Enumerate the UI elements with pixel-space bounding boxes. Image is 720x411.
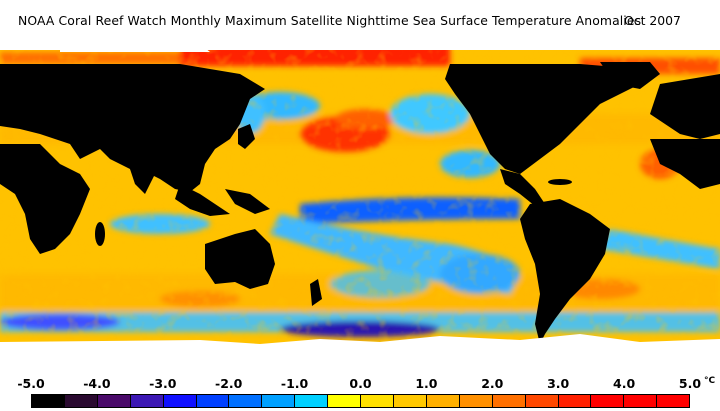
legend-color-swatch: [64, 395, 98, 407]
legend-color-swatch: [196, 395, 230, 407]
legend-tick-label: 2.0: [481, 376, 504, 391]
legend-color-swatch: [97, 395, 131, 407]
legend-color-swatch: [130, 395, 164, 407]
legend-color-swatch: [459, 395, 493, 407]
legend-tick-label: -3.0: [149, 376, 177, 391]
legend-tick-labels: -5.0 -4.0 -3.0 -2.0 -1.0 0.0 1.0 2.0 3.0 4.0 5.0 °C: [0, 376, 720, 394]
legend-color-swatch: [295, 395, 329, 407]
legend-color-swatch: [426, 395, 460, 407]
legend-tick-label: -5.0: [17, 376, 45, 391]
legend-tick-label: -1.0: [280, 376, 309, 391]
legend-tick-label: 0.0: [349, 376, 372, 391]
legend-color-swatch: [229, 395, 263, 407]
world-sst-map: [0, 44, 720, 374]
legend-color-swatch: [492, 395, 526, 407]
legend-color-swatch: [163, 395, 197, 407]
legend-unit-label: °C: [704, 376, 716, 386]
legend-color-swatch: [657, 395, 690, 407]
sea-ice: [0, 44, 720, 374]
legend-color-swatch: [393, 395, 427, 407]
legend-color-swatch: [591, 395, 625, 407]
legend-tick-label: -2.0: [215, 376, 243, 391]
legend-color-swatch: [361, 395, 394, 407]
legend-tick-label: -4.0: [83, 376, 111, 391]
legend-color-swatch: [32, 395, 65, 407]
legend-tick-label: 1.0: [415, 376, 438, 391]
legend-tick-label: 5.0: [678, 376, 702, 391]
legend-color-swatch: [525, 395, 559, 407]
legend-color-bar: [31, 394, 690, 408]
legend-color-swatch: [262, 395, 296, 407]
legend-tick-label: 4.0: [613, 376, 636, 391]
legend-color-swatch: [558, 395, 592, 407]
map-date: Oct 2007: [624, 13, 681, 28]
legend-color-swatch: [328, 395, 362, 407]
legend-color-swatch: [624, 395, 658, 407]
legend-tick-label: 3.0: [547, 376, 570, 391]
map-title: NOAA Coral Reef Watch Monthly Maximum Sa…: [18, 13, 642, 28]
land-masses: [0, 62, 720, 344]
